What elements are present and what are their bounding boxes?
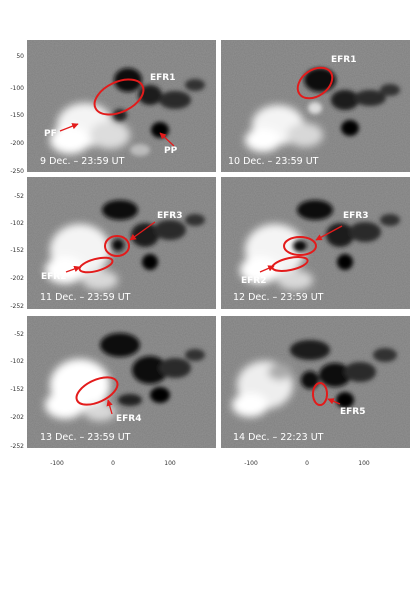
efr3-ellipse <box>283 236 317 256</box>
panel-caption: 9 Dec. – 23:59 UT <box>40 156 125 167</box>
panel-11-dec: EFR3 EFR2 11 Dec. – 23:59 UT <box>27 177 216 309</box>
y-tick: -52 <box>14 331 24 338</box>
efr5-ellipse <box>312 382 328 406</box>
y-tick: -102 <box>10 220 24 227</box>
y-tick: -202 <box>10 414 24 421</box>
y-tick: -250 <box>10 168 24 175</box>
y-axis-ticks: 50 -100 -150 -200 -250 -52 -102 -152 -20… <box>10 53 24 450</box>
x-tick: -100 <box>244 460 258 467</box>
x-tick: 100 <box>164 460 176 467</box>
y-tick: -52 <box>14 193 24 200</box>
label-efr2: EFR2 <box>241 276 267 286</box>
x-axis-ticks: -100 0 100 -100 0 100 <box>50 460 370 467</box>
y-tick: -150 <box>10 112 24 119</box>
y-tick: -252 <box>10 303 24 310</box>
panel-9-dec: EFR1 PF PP 9 Dec. – 23:59 UT <box>27 40 216 172</box>
label-efr5: EFR5 <box>340 407 366 417</box>
pf-arrow <box>59 123 79 132</box>
label-efr4: EFR4 <box>116 414 142 424</box>
label-pf: PF <box>44 129 57 139</box>
y-tick: -252 <box>10 443 24 450</box>
y-tick: 50 <box>16 53 24 60</box>
panel-13-dec: EFR4 13 Dec. – 23:59 UT <box>27 316 216 448</box>
label-efr3: EFR3 <box>343 211 369 221</box>
x-tick: 100 <box>358 460 370 467</box>
panel-caption: 11 Dec. – 23:59 UT <box>40 292 131 303</box>
efr3-arrow <box>315 225 343 241</box>
efr4-ellipse <box>75 376 119 406</box>
y-tick: -152 <box>10 386 24 393</box>
label-efr1: EFR1 <box>150 73 176 83</box>
panel-caption: 13 Dec. – 23:59 UT <box>40 432 131 443</box>
efr3-ellipse <box>104 235 130 257</box>
y-tick: -100 <box>10 85 24 92</box>
panel-caption: 12 Dec. – 23:59 UT <box>233 292 324 303</box>
y-tick: -102 <box>10 358 24 365</box>
efr1-ellipse <box>93 78 145 116</box>
panel-12-dec: EFR3 EFR2 12 Dec. – 23:59 UT <box>221 177 410 309</box>
efr3-arrow <box>129 221 156 241</box>
label-efr1: EFR1 <box>331 55 357 65</box>
x-tick: -100 <box>50 460 64 467</box>
pp-arrow <box>159 132 175 147</box>
label-efr3: EFR3 <box>157 211 183 221</box>
x-tick: 0 <box>305 460 309 467</box>
efr1-ellipse <box>296 66 334 100</box>
efr4-arrow <box>106 399 113 415</box>
panel-caption: 14 Dec. – 22:23 UT <box>233 432 324 443</box>
efr2-arrow <box>259 265 275 273</box>
panel-caption: 10 Dec. – 23:59 UT <box>228 156 319 167</box>
y-tick: -200 <box>10 140 24 147</box>
panel-14-dec: EFR5 14 Dec. – 22:23 UT <box>221 316 410 448</box>
panel-10-dec: EFR1 10 Dec. – 23:59 UT <box>221 40 410 172</box>
efr5-arrow <box>327 398 341 405</box>
label-efr2: EFR2 <box>41 272 67 282</box>
y-tick: -152 <box>10 247 24 254</box>
x-tick: 0 <box>111 460 115 467</box>
y-tick: -202 <box>10 275 24 282</box>
label-pp: PP <box>164 146 178 156</box>
efr2-arrow <box>65 265 81 273</box>
